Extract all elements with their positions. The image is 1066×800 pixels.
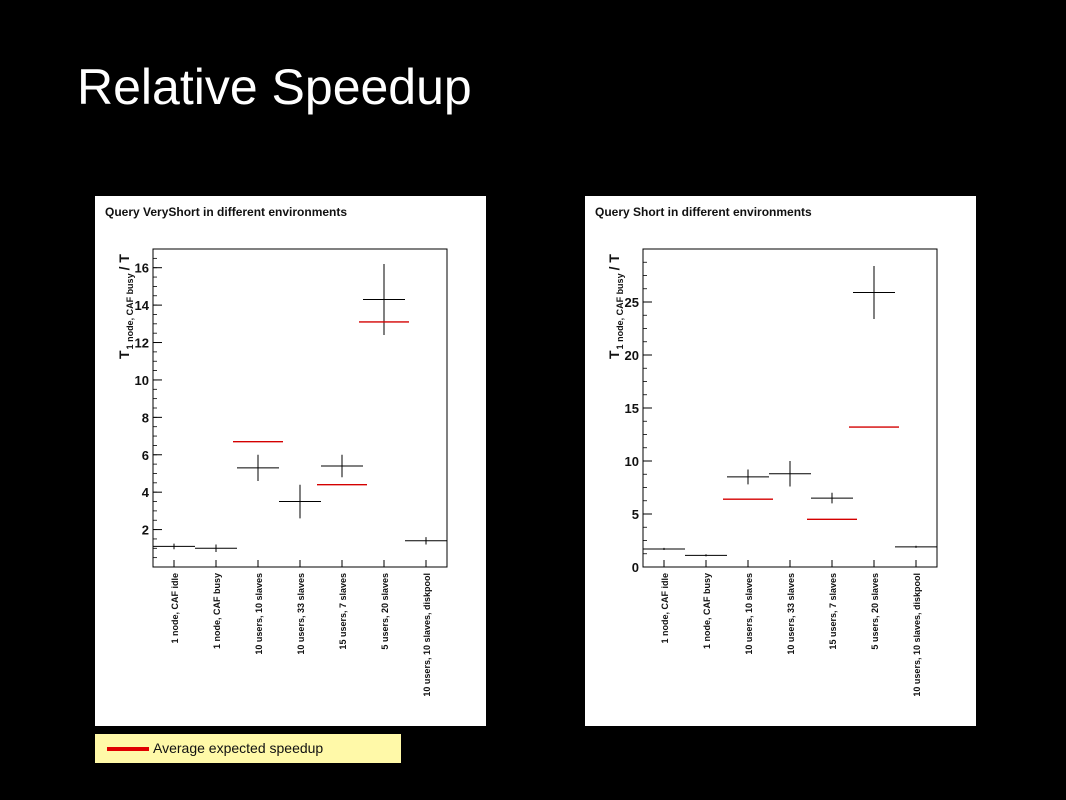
x-tick-label: 1 node, CAF busy [702, 573, 712, 649]
x-tick-label: 10 users, 33 slaves [786, 573, 796, 655]
legend: Average expected speedup [95, 734, 401, 763]
y-tick-label: 16 [135, 261, 149, 276]
x-tick-label: 1 node, CAF busy [212, 573, 222, 649]
y-tick-label: 4 [142, 485, 150, 500]
y-tick-label: 8 [142, 410, 149, 425]
chart-panel-veryshort: Query VeryShort in different environment… [95, 196, 486, 726]
y-tick-label: 6 [142, 448, 149, 463]
chart-title: Query Short in different environments [595, 205, 812, 219]
y-tick-label: 10 [135, 373, 149, 388]
y-tick-label: 25 [625, 295, 639, 310]
y-tick-label: 0 [632, 560, 639, 575]
plot-frame [152, 248, 448, 568]
y-tick-label: 5 [632, 507, 639, 522]
x-tick-label: 5 users, 20 slaves [380, 573, 390, 650]
x-tick-label: 5 users, 20 slaves [870, 573, 880, 650]
y-axis-label: T1 node, CAF busy/ T [606, 254, 625, 359]
x-tick-label: 1 node, CAF idle [170, 573, 180, 644]
slide-title: Relative Speedup [77, 59, 472, 115]
x-tick-label: 10 users, 10 slaves [254, 573, 264, 655]
x-tick-label: 10 users, 33 slaves [296, 573, 306, 655]
chart-veryshort: Query VeryShort in different environment… [105, 205, 448, 697]
x-tick-label: 15 users, 7 slaves [828, 573, 838, 650]
y-tick-label: 2 [142, 523, 149, 538]
y-tick-label: 12 [135, 336, 149, 351]
x-tick-label: 1 node, CAF idle [660, 573, 670, 644]
y-tick-label: 10 [625, 454, 639, 469]
chart-panel-short: Query Short in different environments T1 … [585, 196, 976, 726]
x-tick-label: 10 users, 10 slaves [744, 573, 754, 655]
y-tick-label: 14 [135, 298, 150, 313]
legend-swatch [107, 747, 149, 751]
chart-title: Query VeryShort in different environment… [105, 205, 347, 219]
y-tick-label: 20 [625, 348, 639, 363]
plot-frame [642, 248, 938, 568]
legend-label: Average expected speedup [153, 740, 324, 756]
x-tick-label: 15 users, 7 slaves [338, 573, 348, 650]
x-tick-label: 10 users, 10 slaves, diskpool [422, 573, 432, 697]
chart-short: Query Short in different environments T1 … [595, 205, 938, 697]
x-tick-label: 10 users, 10 slaves, diskpool [912, 573, 922, 697]
y-tick-label: 15 [625, 401, 639, 416]
y-axis-label: T1 node, CAF busy/ T [116, 254, 135, 359]
